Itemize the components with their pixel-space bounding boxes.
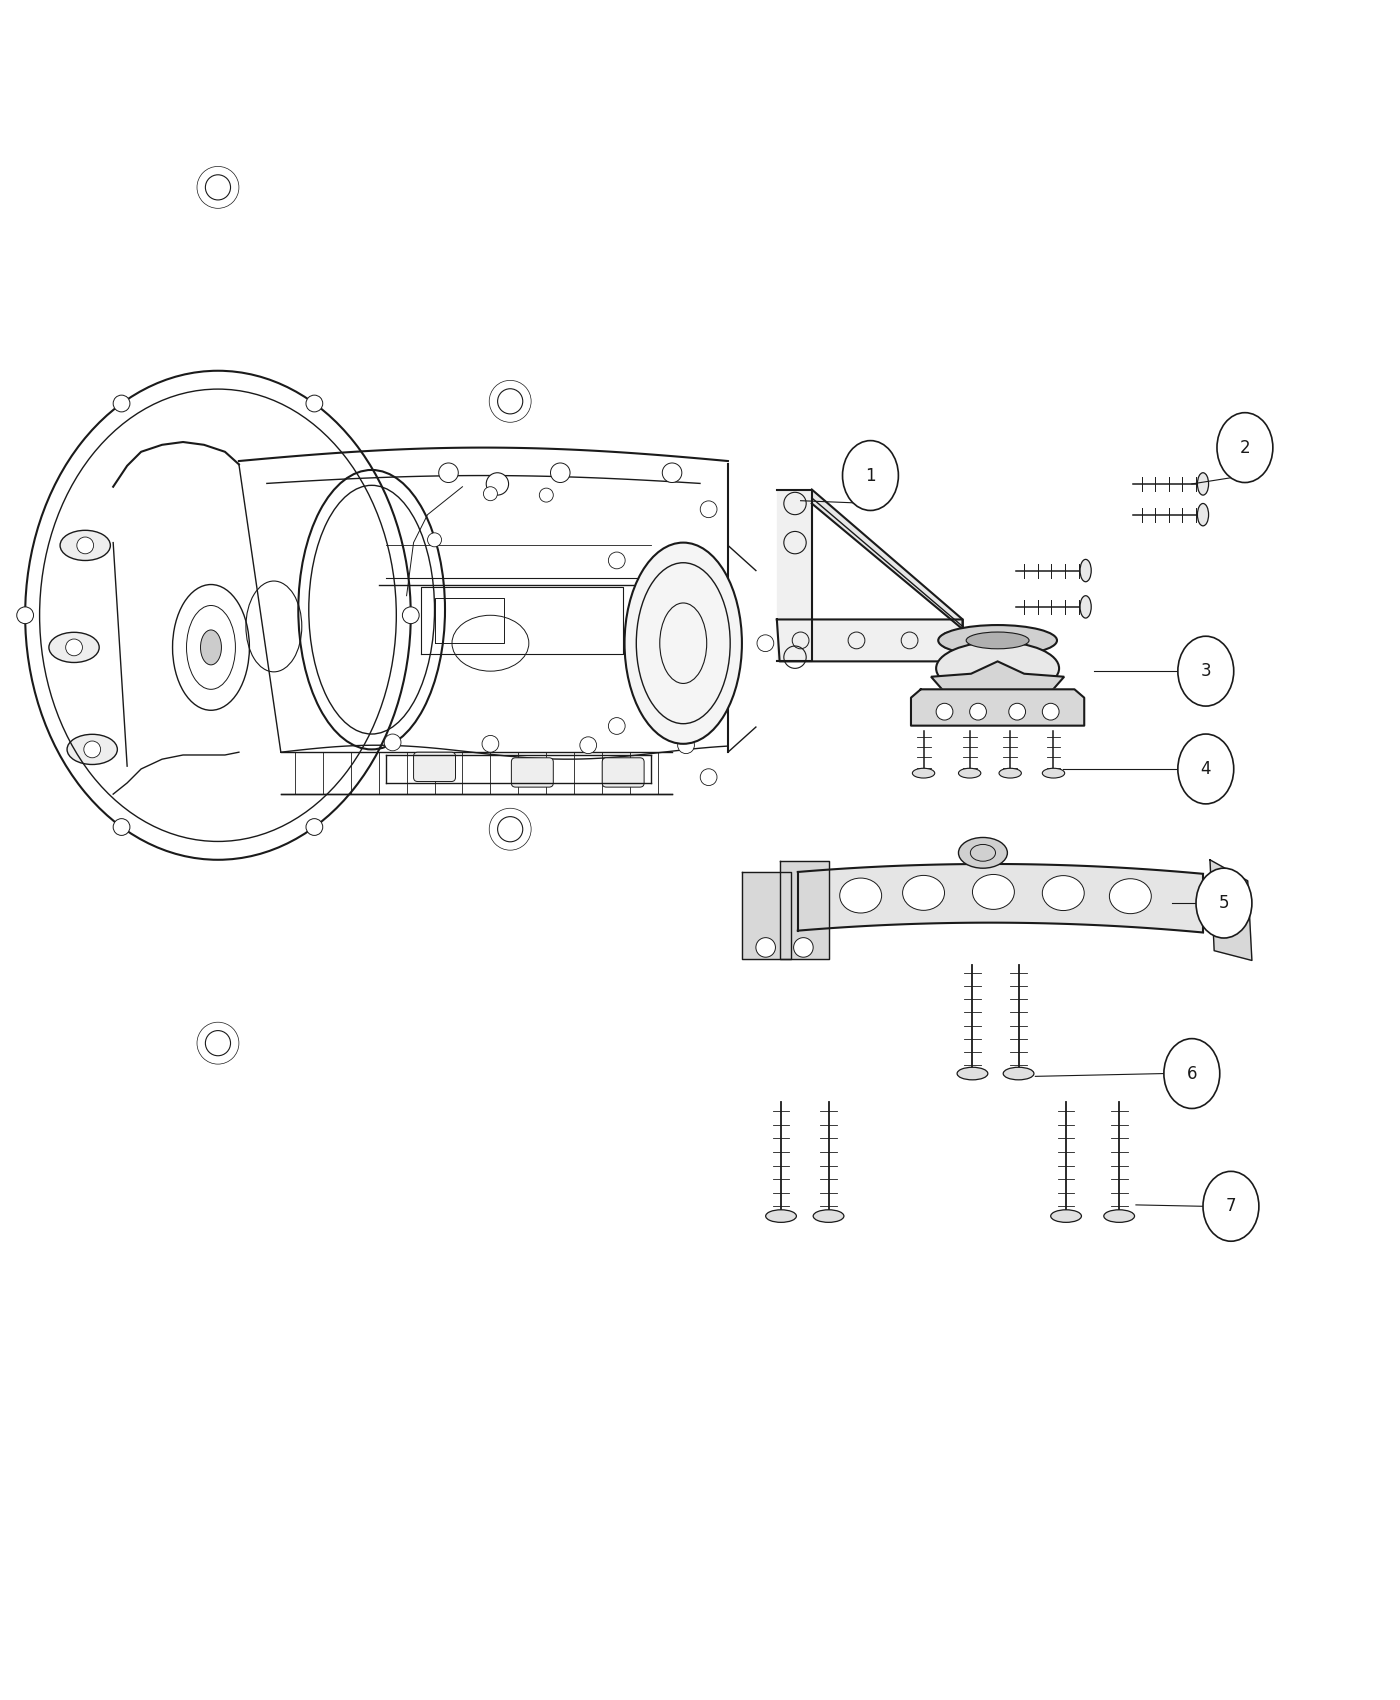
Circle shape xyxy=(482,736,498,751)
FancyBboxPatch shape xyxy=(602,758,644,787)
Polygon shape xyxy=(780,862,829,959)
Ellipse shape xyxy=(1043,768,1064,779)
Circle shape xyxy=(438,462,458,483)
Ellipse shape xyxy=(1103,1210,1134,1222)
Text: 3: 3 xyxy=(1200,663,1211,680)
Ellipse shape xyxy=(624,542,742,745)
Ellipse shape xyxy=(1079,595,1091,619)
Ellipse shape xyxy=(813,1210,844,1222)
Ellipse shape xyxy=(1197,503,1208,525)
Circle shape xyxy=(609,552,626,570)
Polygon shape xyxy=(798,864,1203,933)
Circle shape xyxy=(113,819,130,835)
Polygon shape xyxy=(777,619,963,661)
Circle shape xyxy=(1043,704,1058,721)
Text: 2: 2 xyxy=(1239,439,1250,457)
Ellipse shape xyxy=(913,768,935,779)
Circle shape xyxy=(678,736,694,753)
Circle shape xyxy=(307,394,323,411)
Text: 5: 5 xyxy=(1219,894,1229,913)
Ellipse shape xyxy=(840,879,882,913)
Ellipse shape xyxy=(1177,636,1233,705)
Ellipse shape xyxy=(958,1068,988,1080)
Circle shape xyxy=(206,175,231,201)
Circle shape xyxy=(1009,704,1026,721)
Polygon shape xyxy=(812,490,963,629)
Ellipse shape xyxy=(766,1210,797,1222)
Polygon shape xyxy=(742,872,791,959)
Ellipse shape xyxy=(49,632,99,663)
Circle shape xyxy=(970,704,987,721)
Circle shape xyxy=(756,938,776,957)
Circle shape xyxy=(307,819,323,835)
Circle shape xyxy=(113,394,130,411)
Circle shape xyxy=(937,704,953,721)
Ellipse shape xyxy=(966,632,1029,649)
Ellipse shape xyxy=(1196,869,1252,938)
Polygon shape xyxy=(911,688,1084,726)
Ellipse shape xyxy=(973,874,1015,910)
Circle shape xyxy=(757,634,774,651)
Ellipse shape xyxy=(1197,473,1208,495)
Ellipse shape xyxy=(843,440,899,510)
Polygon shape xyxy=(1210,860,1252,960)
Ellipse shape xyxy=(1217,413,1273,483)
Circle shape xyxy=(84,741,101,758)
Ellipse shape xyxy=(903,876,945,910)
Text: 6: 6 xyxy=(1187,1064,1197,1083)
Circle shape xyxy=(206,1030,231,1056)
Text: 1: 1 xyxy=(865,466,876,484)
Ellipse shape xyxy=(1043,876,1084,911)
FancyBboxPatch shape xyxy=(511,758,553,787)
Circle shape xyxy=(402,607,419,624)
Text: 7: 7 xyxy=(1225,1197,1236,1216)
Ellipse shape xyxy=(937,643,1058,695)
Ellipse shape xyxy=(1000,768,1022,779)
Polygon shape xyxy=(777,490,812,661)
Ellipse shape xyxy=(1177,734,1233,804)
Circle shape xyxy=(384,734,400,751)
Ellipse shape xyxy=(1109,879,1151,913)
Ellipse shape xyxy=(959,768,981,779)
Text: 4: 4 xyxy=(1201,760,1211,779)
Ellipse shape xyxy=(1079,559,1091,581)
Circle shape xyxy=(700,502,717,517)
FancyBboxPatch shape xyxy=(413,751,455,782)
Circle shape xyxy=(539,488,553,502)
Ellipse shape xyxy=(200,631,221,665)
Ellipse shape xyxy=(67,734,118,765)
Ellipse shape xyxy=(1203,1171,1259,1241)
Circle shape xyxy=(497,389,522,413)
Circle shape xyxy=(483,486,497,501)
Circle shape xyxy=(66,639,83,656)
Circle shape xyxy=(427,532,441,547)
Circle shape xyxy=(497,816,522,842)
Ellipse shape xyxy=(959,838,1008,869)
Polygon shape xyxy=(931,661,1064,722)
Ellipse shape xyxy=(938,626,1057,656)
Ellipse shape xyxy=(1004,1068,1035,1080)
Circle shape xyxy=(662,462,682,483)
Circle shape xyxy=(794,938,813,957)
Circle shape xyxy=(580,736,596,753)
Circle shape xyxy=(77,537,94,554)
Ellipse shape xyxy=(60,530,111,561)
Circle shape xyxy=(550,462,570,483)
Ellipse shape xyxy=(1051,1210,1081,1222)
Circle shape xyxy=(609,717,626,734)
Circle shape xyxy=(700,768,717,785)
Ellipse shape xyxy=(1163,1039,1219,1108)
Circle shape xyxy=(17,607,34,624)
Circle shape xyxy=(486,473,508,495)
